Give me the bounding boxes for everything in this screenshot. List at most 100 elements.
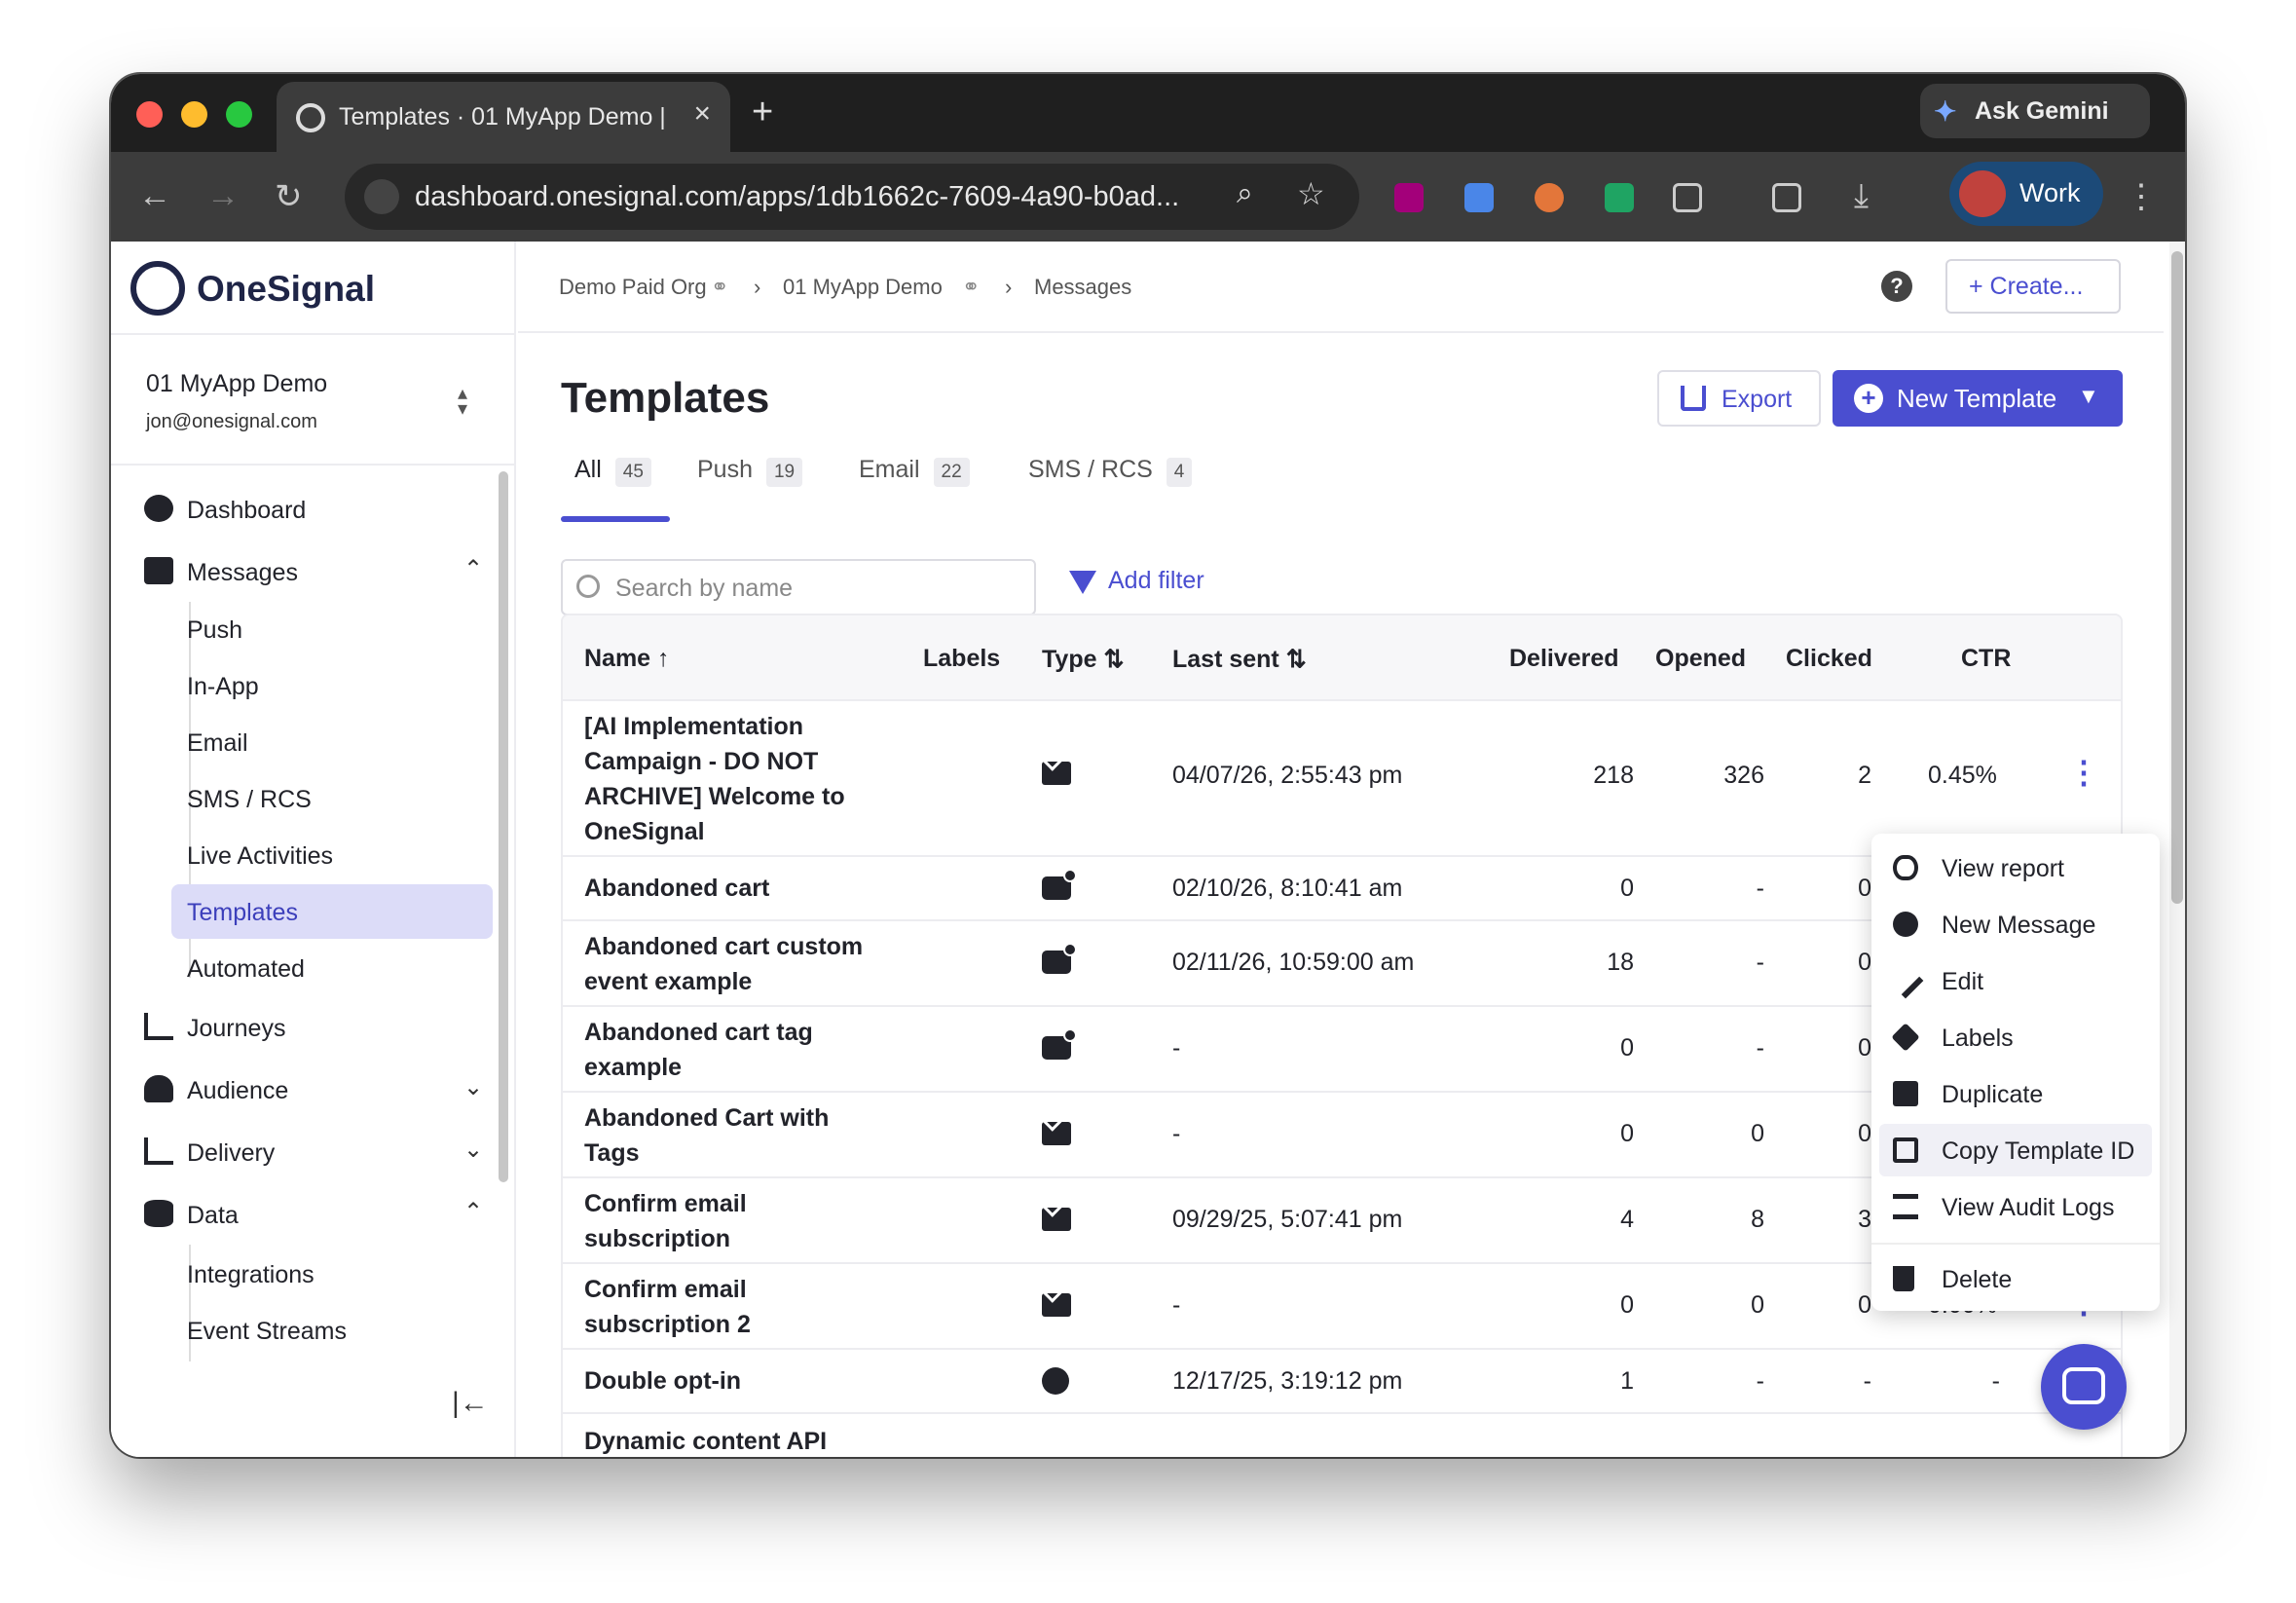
tag-icon: [1891, 1023, 1920, 1052]
page-scrollbar[interactable]: [2169, 242, 2185, 1457]
reload-icon[interactable]: ↻: [275, 178, 303, 215]
column-type[interactable]: Type ⇅: [1042, 646, 1125, 673]
template-name[interactable]: Dynamic content API: [584, 1428, 828, 1455]
table-row[interactable]: Double opt-in 12/17/25, 3:19:12 pm 1 - -…: [563, 1350, 2121, 1414]
data-subnav-line: [189, 1245, 191, 1361]
template-name[interactable]: Abandoned cart tag example: [584, 1019, 813, 1081]
bookmark-star-icon[interactable]: ☆: [1297, 176, 1325, 211]
profile-avatar: [1959, 170, 2006, 217]
last-sent: 09/29/25, 5:07:41 pm: [1172, 1206, 1403, 1233]
switcher-chevrons-icon: ▴ ▾: [458, 383, 468, 420]
sidebar-item-automated[interactable]: Automated: [187, 955, 305, 983]
close-window-button[interactable]: [136, 101, 163, 128]
template-name[interactable]: Double opt-in: [584, 1367, 742, 1395]
sidebar-scrollbar[interactable]: [499, 471, 508, 1182]
sidebar-item-push[interactable]: Push: [187, 616, 242, 644]
delivered-count: 4: [1620, 1206, 1634, 1233]
table-row[interactable]: Abandoned cart tag example - 0 - 0: [563, 1007, 2121, 1093]
sidebar-item-integrations[interactable]: Integrations: [187, 1261, 315, 1288]
table-row[interactable]: Abandoned Cart with Tags - 0 0 0: [563, 1093, 2121, 1178]
tab-email[interactable]: Email 22: [859, 456, 970, 487]
sidebar-item-live-activities[interactable]: Live Activities: [187, 842, 334, 870]
top-bar: Demo Paid Org ⚭ › 01 MyApp Demo ⚭ › Mess…: [518, 242, 2164, 333]
browser-tab[interactable]: Templates · 01 MyApp Demo | ×: [277, 82, 730, 152]
template-name[interactable]: Abandoned Cart with Tags: [584, 1104, 830, 1167]
extension-icon[interactable]: [1394, 183, 1424, 212]
column-last-sent[interactable]: Last sent ⇅: [1172, 646, 1307, 673]
new-template-button[interactable]: + New Template ▼: [1833, 370, 2123, 427]
new-tab-button[interactable]: +: [752, 92, 774, 132]
zoom-icon[interactable]: ⌕: [1237, 177, 1253, 209]
google-drive-extension-icon[interactable]: [1605, 183, 1634, 212]
menu-delete[interactable]: Delete: [1879, 1252, 2152, 1305]
tab-search-icon[interactable]: [1772, 183, 1801, 212]
menu-duplicate[interactable]: Duplicate: [1879, 1067, 2152, 1120]
table-row[interactable]: Abandoned cart 02/10/26, 8:10:41 am 0 - …: [563, 857, 2121, 921]
table-row[interactable]: Confirm email subscription 09/29/25, 5:0…: [563, 1178, 2121, 1264]
scrollbar-thumb[interactable]: [2171, 251, 2183, 904]
export-button[interactable]: Export: [1657, 370, 1821, 427]
sidebar-item-email[interactable]: Email: [187, 729, 248, 757]
breadcrumb-messages[interactable]: Messages: [1034, 275, 1132, 299]
template-name[interactable]: [AI Implementation Campaign - DO NOT ARC…: [584, 713, 845, 845]
template-name[interactable]: Confirm email subscription: [584, 1190, 747, 1252]
caret-down-icon[interactable]: ▼: [2078, 384, 2099, 408]
search-input[interactable]: Search by name: [561, 559, 1036, 615]
forward-arrow-icon[interactable]: →: [206, 177, 240, 214]
template-name[interactable]: Confirm email subscription 2: [584, 1276, 751, 1338]
messages-subnav-line: [189, 602, 191, 978]
table-row[interactable]: Dynamic content API: [563, 1414, 2121, 1457]
browser-menu-icon[interactable]: ⋮: [2125, 178, 2158, 215]
sidebar-item-journeys[interactable]: Journeys: [111, 1003, 491, 1052]
email-type-icon: [1042, 1208, 1071, 1231]
sidebar-item-templates[interactable]: Templates: [171, 884, 493, 939]
breadcrumb-app[interactable]: 01 MyApp Demo: [783, 275, 943, 299]
template-name[interactable]: Abandoned cart: [584, 875, 770, 902]
menu-copy-template-id[interactable]: Copy Template ID: [1879, 1124, 2152, 1176]
email-type-icon: [1042, 1122, 1071, 1145]
row-actions-icon[interactable]: ⋮: [2068, 755, 2099, 790]
close-tab-icon[interactable]: ×: [693, 97, 711, 130]
collapse-sidebar-icon[interactable]: |←: [452, 1387, 489, 1419]
clicked-count: 0: [1858, 1291, 1871, 1319]
menu-view-audit-logs[interactable]: View Audit Logs: [1879, 1180, 2152, 1233]
intercom-chat-button[interactable]: [2041, 1344, 2127, 1430]
sidebar-item-dashboard[interactable]: Dashboard: [111, 485, 491, 534]
translate-extension-icon[interactable]: [1464, 183, 1494, 212]
menu-edit[interactable]: Edit: [1879, 954, 2152, 1007]
sidebar-item-data[interactable]: Data ⌃: [111, 1190, 491, 1239]
template-name[interactable]: Abandoned cart custom event example: [584, 933, 864, 995]
menu-view-report[interactable]: View report: [1879, 841, 2152, 894]
tab-all[interactable]: All 45: [574, 456, 651, 487]
sidebar-item-label: Delivery: [187, 1139, 276, 1167]
tab-push[interactable]: Push 19: [697, 456, 803, 487]
sidebar-item-delivery[interactable]: Delivery ⌄: [111, 1128, 491, 1176]
maximize-window-button[interactable]: [226, 101, 252, 128]
sidebar-item-event-streams[interactable]: Event Streams: [187, 1318, 347, 1345]
minimize-window-button[interactable]: [181, 101, 207, 128]
sidebar-item-in-app[interactable]: In-App: [187, 673, 259, 700]
tab-sms-rcs[interactable]: SMS / RCS 4: [1028, 456, 1193, 487]
profile-button[interactable]: Work: [1949, 162, 2103, 226]
breadcrumb-org[interactable]: Demo Paid Org: [559, 275, 707, 299]
table-row[interactable]: Abandoned cart custom event example 02/1…: [563, 921, 2121, 1007]
extensions-puzzle-icon[interactable]: [1673, 183, 1702, 212]
help-icon[interactable]: ?: [1881, 271, 1912, 302]
onesignal-app: OneSignal 01 MyApp Demo jon@onesignal.co…: [111, 242, 2185, 1457]
menu-new-message[interactable]: New Message: [1879, 898, 2152, 951]
column-name[interactable]: Name ↑: [584, 645, 670, 672]
sidebar-item-messages[interactable]: Messages ⌃: [111, 547, 491, 596]
site-settings-icon[interactable]: [364, 179, 399, 214]
create-button[interactable]: + Create...: [1945, 259, 2121, 314]
table-row[interactable]: [AI Implementation Campaign - DO NOT ARC…: [563, 701, 2121, 857]
app-switcher[interactable]: 01 MyApp Demo jon@onesignal.com ▴ ▾: [111, 333, 516, 466]
menu-labels[interactable]: Labels: [1879, 1011, 2152, 1063]
back-arrow-icon[interactable]: ←: [138, 177, 171, 214]
sidebar-item-sms-rcs[interactable]: SMS / RCS: [187, 786, 312, 813]
row-context-menu: View report New Message Edit Labels Dupl…: [1871, 834, 2160, 1311]
sidebar-item-audience[interactable]: Audience ⌄: [111, 1065, 491, 1114]
ask-gemini-button[interactable]: ✦ Ask Gemini: [1920, 84, 2150, 138]
claude-extension-icon[interactable]: [1535, 183, 1564, 212]
download-icon[interactable]: ⤓: [1854, 177, 1870, 214]
address-bar[interactable]: dashboard.onesignal.com/apps/1db1662c-76…: [345, 164, 1359, 230]
